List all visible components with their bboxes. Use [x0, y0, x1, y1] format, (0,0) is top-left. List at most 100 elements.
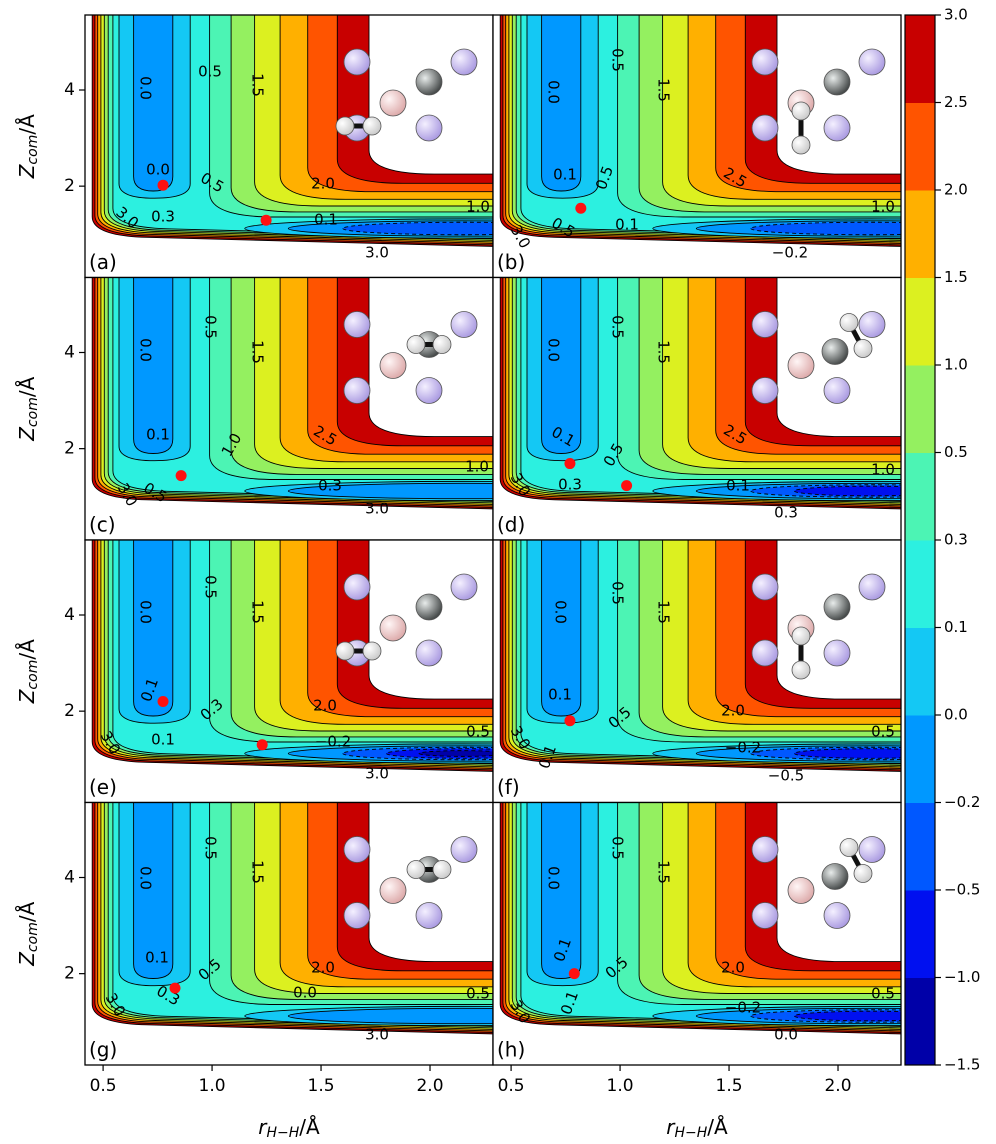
atom: [839, 838, 859, 857]
panel: 0.00.51.50.0 0.50.32.00.11.03.03.0(a)24Zc…: [15, 14, 494, 279]
y-tick-label: 2: [64, 701, 75, 721]
contour-band: [133, 15, 174, 192]
colorbar-band: [905, 890, 935, 978]
y-axis-label: Zcom/Å: [15, 114, 42, 179]
atom: [450, 48, 478, 76]
minimum-point: [157, 179, 169, 191]
contour-label: 0.0: [137, 600, 155, 624]
atom: [343, 573, 371, 601]
contour-band: [750, 221, 901, 236]
contour-label: 1.5: [249, 600, 267, 624]
contour-label: 0.3: [151, 208, 175, 226]
atom: [335, 116, 355, 136]
colorbar-tick-label: 2.5: [944, 93, 968, 111]
contour-band: [520, 802, 901, 1026]
contour-label: 0.3: [558, 476, 582, 494]
panel: 0.00.51.50.1 0.5 2.50.11.00.53.0−0.2(b): [492, 14, 902, 279]
y-tick-label: 2: [64, 176, 75, 196]
atom: [839, 313, 859, 332]
x-tick-label: 0.5: [90, 1076, 117, 1096]
contour-label: 0.1: [553, 166, 577, 184]
atom: [787, 877, 815, 904]
contour-label: 1.0: [871, 198, 895, 216]
contour-band: [520, 540, 901, 763]
contour-label: 0.5: [871, 723, 895, 741]
contour-band: [793, 485, 901, 497]
atom: [858, 836, 886, 863]
contour-label: 0.1: [726, 477, 750, 495]
atom: [751, 573, 779, 601]
atom: [379, 614, 407, 642]
contour-band: [287, 1007, 493, 1025]
colorbar-band: [905, 365, 935, 453]
contour-label: 0.5: [609, 315, 627, 339]
atom: [751, 639, 779, 667]
label-unit: /Å: [15, 639, 39, 660]
contour-label: 0.5: [202, 836, 220, 860]
minimum-point: [621, 480, 633, 492]
contour-label: 3.0: [365, 244, 389, 262]
y-tick-label: 4: [64, 868, 75, 888]
minimum-point: [157, 696, 169, 708]
panel: 0.50.0 1.50.10.5 2.00.1 −0.20.53.00.0(h)0.5…: [492, 801, 902, 1141]
contour-label: 0.5: [202, 315, 220, 339]
contour-band: [133, 802, 174, 979]
atom: [858, 48, 886, 76]
contour-label: 0.0: [552, 600, 570, 624]
contour-band: [541, 277, 582, 454]
contour-label: 0.5: [198, 63, 222, 81]
contour-label: 1.0: [465, 458, 489, 476]
contour-label: 1.0: [871, 461, 895, 479]
contour-label: 0.0: [146, 161, 170, 179]
frame: [492, 801, 902, 1066]
atom: [751, 48, 779, 76]
atom: [343, 48, 371, 76]
atom: [450, 311, 478, 338]
label-sub: com: [25, 922, 41, 952]
panel-label: (e): [89, 775, 117, 799]
contour-band: [112, 15, 493, 238]
label-main: Z: [15, 426, 39, 442]
contour-label: 0.0: [545, 866, 563, 890]
atom: [335, 641, 355, 661]
contour-label: 0.0: [545, 80, 563, 104]
label-main: r: [666, 1115, 676, 1139]
contour-label: 0.5: [466, 985, 490, 1003]
atom: [415, 377, 443, 404]
atom: [343, 311, 371, 338]
contour-label: 2.0: [721, 702, 745, 720]
x-tick-label: 0.5: [498, 1076, 525, 1096]
x-axis-label: rH−H/Å: [258, 1115, 320, 1142]
atom: [415, 593, 443, 621]
contour-band: [541, 802, 582, 979]
contour-band: [793, 748, 901, 759]
contour-label: 0.1: [615, 216, 639, 234]
contour-band: [112, 802, 493, 1026]
atom: [415, 68, 443, 96]
panel: 0.50.0 1.50.1 2.50.5 1.00.3 0.13.00.3(d): [492, 276, 902, 541]
panel: 0.50.0 1.50.1 0.5 2.00.3 0.0 0.53.03.0(g)240.…: [15, 801, 494, 1142]
plot-area: 0.50.0 1.50.1 0.5 2.00.3 0.0 0.53.03.0: [85, 802, 493, 1065]
contour-label: 0.1: [146, 426, 170, 444]
minimum-point: [260, 214, 272, 226]
colorbar-tick-label: 0.3: [944, 531, 968, 549]
contour-label: 1.5: [249, 73, 267, 97]
atom: [415, 902, 443, 929]
atom: [751, 377, 779, 404]
atom: [362, 116, 382, 136]
panel: 0.50.0 1.50.10.3 2.00.1 −0.20.53.03.0(e)24Z…: [15, 539, 494, 804]
atom: [791, 626, 811, 646]
colorbar-band: [905, 190, 935, 278]
colorbar-tick-label: 1.0: [944, 356, 968, 374]
x-tick-label: 1.5: [716, 1076, 743, 1096]
atom: [858, 311, 886, 338]
contour-label: 2.0: [721, 959, 745, 977]
atom: [823, 593, 851, 621]
colorbar-band: [905, 715, 935, 803]
label-unit: /Å: [15, 114, 39, 135]
contour-label: −0.2: [725, 999, 761, 1017]
panel-label: (c): [89, 513, 116, 537]
contour-label: 1.5: [655, 78, 673, 102]
atom: [823, 114, 851, 142]
contour-label: 0.0: [545, 338, 563, 362]
